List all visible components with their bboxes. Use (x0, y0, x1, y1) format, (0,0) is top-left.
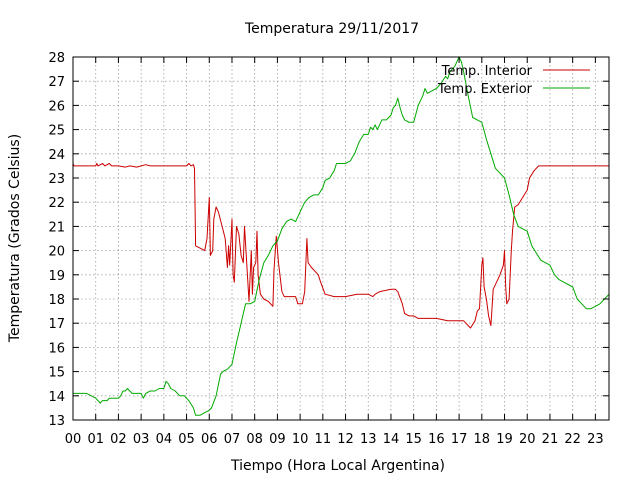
y-tick-label: 28 (48, 51, 65, 66)
y-tick-label: 19 (48, 269, 65, 284)
y-axis-label: Temperatura (Grados Celsius) (7, 134, 23, 343)
axis-ticks (72, 56, 609, 421)
x-tick-label: 00 (65, 432, 82, 447)
plot-frame (72, 56, 610, 421)
x-axis-label: Tiempo (Hora Local Argentina) (230, 458, 445, 474)
x-tick-label: 16 (428, 432, 445, 447)
y-tick-label: 27 (48, 75, 65, 90)
x-tick-label: 13 (360, 432, 377, 447)
x-tick-label: 09 (269, 432, 286, 447)
x-tick-label: 20 (519, 432, 536, 447)
x-tick-label: 22 (564, 432, 581, 447)
chart-title: Temperatura 29/11/2017 (244, 21, 419, 37)
y-tick-label: 20 (48, 245, 65, 260)
x-tick-label: 17 (451, 432, 468, 447)
x-tick-label: 15 (405, 432, 422, 447)
y-tick-label: 17 (48, 317, 65, 332)
x-tick-label: 14 (383, 432, 400, 447)
x-tick-label: 19 (496, 432, 513, 447)
y-tick-label: 21 (48, 220, 65, 235)
x-tick-label: 02 (110, 432, 127, 447)
y-tick-label: 14 (48, 390, 65, 405)
x-tick-label: 04 (156, 432, 173, 447)
x-tick-label: 08 (246, 432, 263, 447)
x-tick-label: 18 (474, 432, 491, 447)
y-tick-label: 23 (48, 172, 65, 187)
legend: Temp. Interior Temp. Exterior (437, 64, 590, 97)
x-tick-label: 11 (315, 432, 332, 447)
x-tick-label: 07 (224, 432, 241, 447)
legend-label-temp-interior: Temp. Interior (441, 64, 533, 79)
x-tick-label: 23 (587, 432, 604, 447)
x-tick-label: 10 (292, 432, 309, 447)
grid-lines (73, 57, 609, 420)
y-tick-label: 16 (48, 341, 65, 356)
y-tick-label: 25 (48, 124, 65, 139)
x-tick-label: 05 (178, 432, 195, 447)
y-tick-label: 26 (48, 99, 65, 114)
tick-labels: 00 01 02 03 04 05 06 07 08 09 10 11 12 13 14 15 16 17 18 19… (48, 51, 603, 447)
x-tick-label: 12 (337, 432, 354, 447)
series-line-temp-interior (72, 163, 609, 329)
x-tick-label: 03 (133, 432, 150, 447)
y-tick-label: 22 (48, 196, 65, 211)
y-tick-label: 24 (48, 148, 65, 163)
y-tick-label: 15 (48, 366, 65, 381)
legend-label-temp-exterior: Temp. Exterior (437, 82, 533, 97)
y-tick-label: 13 (48, 414, 65, 429)
x-tick-label: 01 (87, 432, 104, 447)
series-line-temp-exterior (73, 56, 610, 416)
x-tick-label: 06 (201, 432, 218, 447)
x-tick-label: 21 (542, 432, 559, 447)
y-tick-label: 18 (48, 293, 65, 308)
plot-lines (72, 56, 610, 416)
